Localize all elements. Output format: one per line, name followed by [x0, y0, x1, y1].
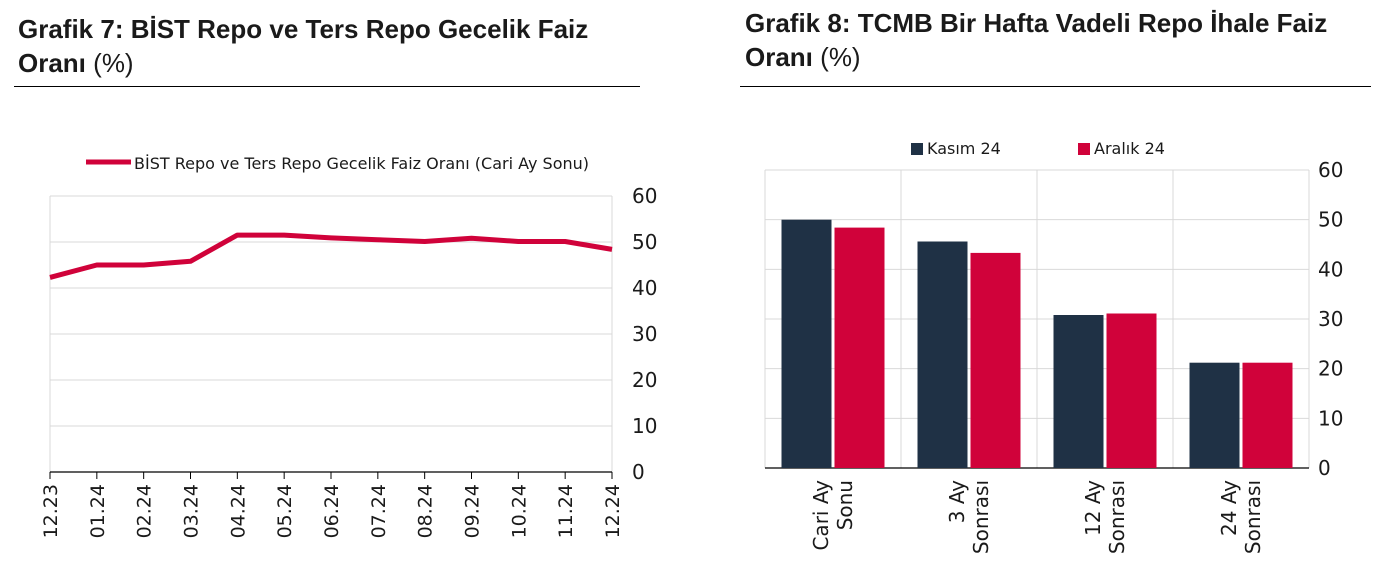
- x-category-label: Cari Ay: [809, 480, 833, 551]
- x-tick-label: 10.24: [508, 484, 530, 538]
- y-tick-label: 30: [1318, 307, 1343, 331]
- y-tick-label: 30: [632, 322, 657, 346]
- x-tick-label: 09.24: [462, 484, 484, 538]
- chart-panel-right: Grafik 8: TCMB Bir Hafta Vadeli Repo İha…: [735, 0, 1387, 586]
- x-category-label: 12 Ay: [1081, 480, 1105, 536]
- legend-swatch: [1078, 143, 1090, 155]
- x-category-label: Sonrası: [1105, 480, 1129, 554]
- bar-kasim: [1053, 315, 1104, 468]
- chart-panel-left: Grafik 7: BİST Repo ve Ters Repo Gecelik…: [0, 0, 657, 586]
- x-tick-label: 03.24: [181, 484, 203, 538]
- y-tick-label: 20: [1318, 357, 1343, 381]
- legend-label: Aralık 24: [1094, 139, 1165, 158]
- x-tick-label: 07.24: [368, 484, 390, 538]
- x-tick-label: 11.24: [555, 484, 577, 538]
- chart-title-right-text: Grafik 8: TCMB Bir Hafta Vadeli Repo İha…: [745, 8, 1328, 72]
- x-tick-label: 05.24: [274, 484, 296, 538]
- x-category-label: Sonrası: [969, 480, 993, 554]
- legend-label: BİST Repo ve Ters Repo Gecelik Faiz Oran…: [134, 154, 589, 173]
- x-tick-label: 02.24: [134, 484, 156, 538]
- x-tick-label: 12.23: [40, 484, 62, 538]
- y-tick-label: 20: [632, 368, 657, 392]
- bar-aralik: [1106, 313, 1157, 468]
- bar-aralik: [1242, 362, 1293, 468]
- bar-kasim: [1189, 362, 1240, 468]
- y-tick-label: 10: [632, 414, 657, 438]
- y-tick-label: 40: [632, 276, 657, 300]
- x-tick-label: 01.24: [87, 484, 109, 538]
- x-tick-label: 12.24: [602, 484, 624, 538]
- bar-aralik: [834, 227, 885, 468]
- y-tick-label: 0: [1318, 456, 1331, 480]
- bar-kasim: [781, 219, 832, 468]
- x-tick-label: 04.24: [227, 484, 249, 538]
- x-category-label: 3 Ay: [945, 480, 969, 523]
- line-chart: 0 10 20 30 40 50 60 12.23 01.24 02.24 03.24 04.24 05…: [40, 154, 657, 538]
- chart-title-left-unit: (%): [93, 48, 134, 78]
- y-tick-label: 10: [1318, 406, 1343, 430]
- y-tick-label: 50: [1318, 208, 1343, 232]
- legend-swatch: [911, 143, 923, 155]
- y-tick-label: 50: [632, 230, 657, 254]
- series-line: [49, 232, 613, 280]
- bar-kasim: [917, 241, 968, 468]
- chart-title-left-text: Grafik 7: BİST Repo ve Ters Repo Gecelik…: [18, 14, 589, 78]
- x-tick-label: 06.24: [321, 484, 343, 538]
- y-tick-label: 60: [1318, 158, 1343, 182]
- y-tick-label: 0: [632, 460, 645, 484]
- y-tick-label: 60: [632, 184, 657, 208]
- y-tick-label: 40: [1318, 257, 1343, 281]
- title-rule-left: [14, 86, 640, 87]
- x-category-label: Sonu: [833, 480, 857, 530]
- title-rule-right: [740, 86, 1371, 87]
- x-category-label: Sonrası: [1241, 480, 1265, 554]
- bar-aralik: [970, 252, 1021, 468]
- legend-label: Kasım 24: [927, 139, 1001, 158]
- x-category-label: 24 Ay: [1217, 480, 1241, 536]
- x-tick-label: 08.24: [415, 484, 437, 538]
- chart-title-right-unit: (%): [820, 42, 861, 72]
- chart-title-left: Grafik 7: BİST Repo ve Ters Repo Gecelik…: [18, 12, 638, 80]
- chart-title-right: Grafik 8: TCMB Bir Hafta Vadeli Repo İha…: [745, 6, 1385, 74]
